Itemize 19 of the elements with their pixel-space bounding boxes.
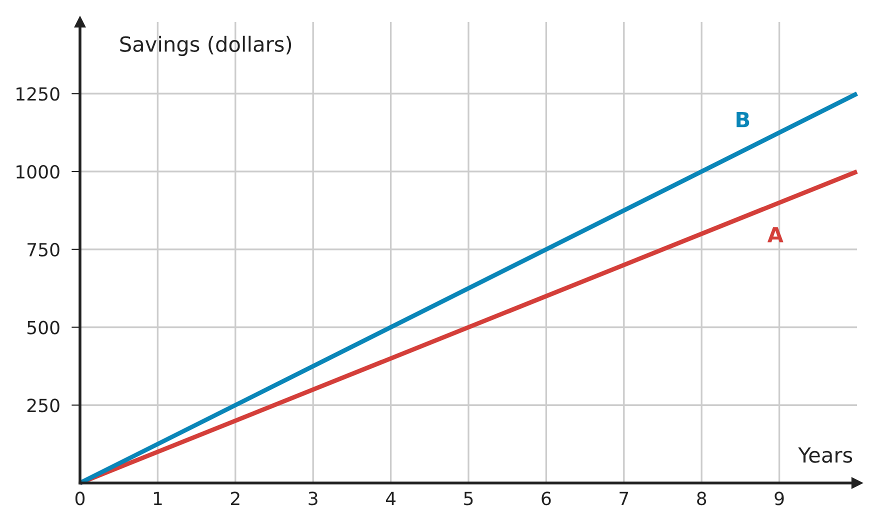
x-axis-title: Years — [798, 447, 852, 463]
y-axis-title: Savings (dollars) — [120, 36, 292, 56]
x-tick-label: 5 — [464, 492, 473, 506]
x-tick-label: 4 — [386, 492, 396, 506]
y-tick-label: 250 — [27, 398, 60, 412]
y-tick-label: 1250 — [16, 87, 60, 101]
x-tick-label: 3 — [308, 492, 318, 506]
series-label: B — [736, 112, 750, 128]
y-tick-label: 500 — [27, 320, 60, 334]
x-tick-label: 7 — [620, 492, 628, 506]
y-tick-label: 1000 — [16, 164, 60, 179]
x-tick-label: 1 — [154, 492, 162, 506]
x-tick-label: 2 — [230, 492, 240, 506]
x-tick-label: 6 — [542, 492, 551, 506]
x-tick-label: 0 — [75, 492, 85, 506]
y-tick-label: 750 — [28, 242, 60, 256]
x-tick-label: 8 — [697, 492, 706, 506]
x-tick-label: 9 — [774, 492, 784, 506]
series-label: A — [767, 227, 784, 242]
